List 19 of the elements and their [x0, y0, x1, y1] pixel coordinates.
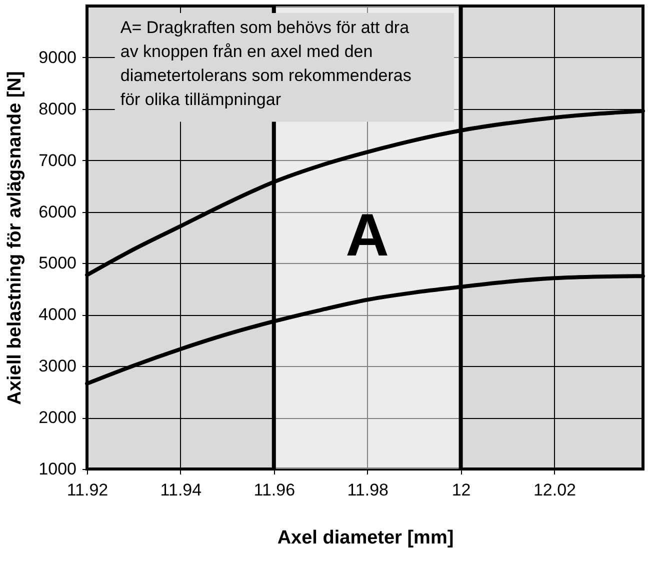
band-label: A: [346, 202, 390, 268]
y-tick-label: 8000: [38, 99, 76, 118]
x-tick-label: 12: [452, 480, 471, 500]
x-axis-title: Axel diameter [mm]: [277, 528, 454, 548]
y-axis-title: Axiell belastning för avlägsnande [N]: [4, 71, 26, 405]
y-tick-label: 6000: [38, 202, 76, 222]
y-tick-label: 3000: [38, 356, 76, 376]
x-tick-label: 11.98: [347, 480, 388, 500]
y-tick-label: 1000: [38, 460, 76, 478]
y-tick-label: 4000: [38, 305, 76, 324]
x-tick-label: 11.94: [160, 480, 202, 500]
x-tick-label: 11.92: [66, 480, 108, 500]
annotation: A= Dragkraften som behövs för att dra av knoppen från en axel med den diametertolerans som rekommenderas för olika tillämpningar: [120, 18, 412, 109]
x-tick-label: 12.02: [533, 480, 576, 500]
y-tick-label: 7000: [38, 150, 76, 170]
y-tick-label: 2000: [38, 408, 76, 428]
y-tick-label: 9000: [38, 48, 76, 67]
y-tick-label: 5000: [38, 254, 76, 273]
x-tick-label: 11.96: [254, 480, 296, 500]
